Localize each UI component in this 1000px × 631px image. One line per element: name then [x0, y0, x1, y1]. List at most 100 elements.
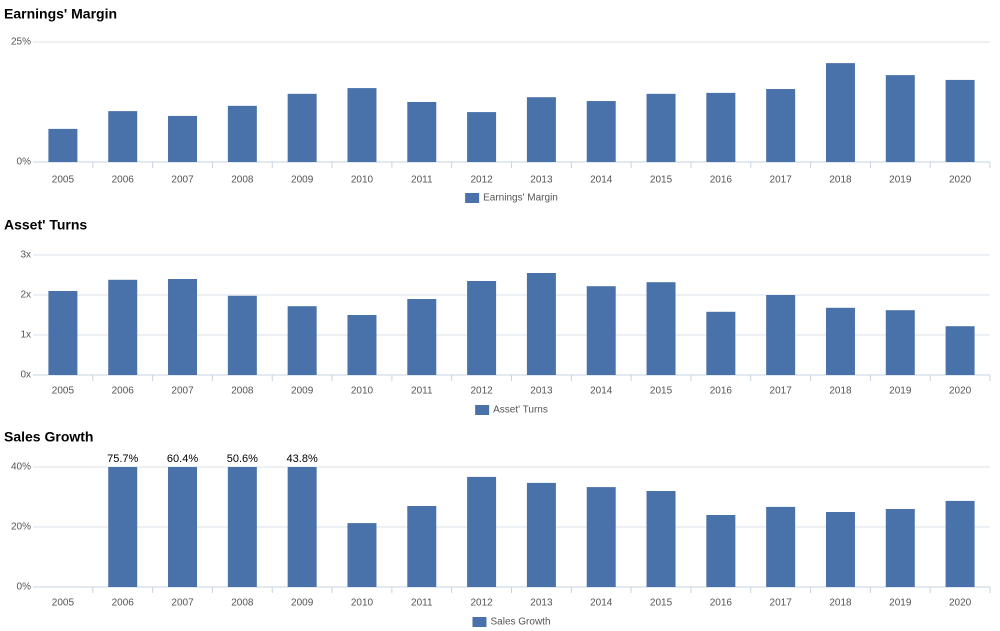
bar: [586, 101, 616, 162]
value-label: 50.6%: [227, 453, 258, 465]
bar: [467, 476, 497, 587]
y-tick-label: 0x: [20, 370, 31, 381]
value-label: 43.8%: [287, 453, 318, 465]
x-tick-label: 2014: [590, 386, 613, 397]
x-tick-label: 2012: [470, 598, 493, 609]
bar: [467, 281, 497, 375]
x-tick-label: 2005: [52, 175, 75, 186]
bar: [108, 111, 138, 162]
bar: [287, 467, 317, 587]
y-tick-label: 0%: [17, 582, 32, 593]
bar: [227, 105, 257, 162]
x-tick-label: 2008: [231, 175, 254, 186]
x-tick-label: 2019: [889, 386, 912, 397]
bar-group: [48, 63, 975, 162]
x-tick-label: 2011: [411, 598, 433, 609]
x-tick-label: 2020: [949, 175, 972, 186]
legend-label: Asset' Turns: [493, 405, 548, 416]
x-tick-label: 2007: [171, 598, 194, 609]
bar: [467, 112, 497, 162]
value-label: 60.4%: [167, 453, 198, 465]
bar: [407, 299, 437, 375]
bar: [526, 482, 556, 587]
chart-title: Sales Growth: [4, 429, 93, 445]
bar: [586, 286, 616, 375]
bar: [347, 88, 377, 162]
bar: [227, 467, 257, 587]
bar: [168, 279, 198, 375]
bar: [108, 467, 138, 587]
bar: [227, 295, 257, 375]
bar: [347, 315, 377, 375]
bar: [766, 89, 796, 162]
chart: Earnings' Margin 0% 25% 2005 2006 2007 2008 200…: [4, 6, 991, 204]
x-tick-label: 2016: [710, 386, 733, 397]
x-tick-label: 2007: [171, 386, 194, 397]
bar: [885, 509, 915, 587]
chart-title: Asset' Turns: [4, 217, 87, 233]
bar: [945, 500, 975, 587]
value-label: 75.7%: [107, 453, 138, 465]
bar: [945, 326, 975, 375]
x-tick-label: 2013: [530, 598, 553, 609]
y-tick-label: 20%: [11, 522, 31, 533]
legend-label: Sales Growth: [490, 617, 550, 628]
x-tick-label: 2017: [770, 175, 793, 186]
bar: [766, 295, 796, 375]
x-tick-label: 2018: [829, 386, 852, 397]
bar: [586, 487, 616, 587]
y-tick-label: 1x: [20, 330, 31, 341]
bar: [706, 92, 736, 162]
y-tick-label: 25%: [11, 37, 31, 48]
bar: [646, 93, 676, 162]
x-tick-label: 2019: [889, 598, 912, 609]
x-tick-label: 2006: [112, 598, 135, 609]
x-tick-label: 2012: [470, 386, 493, 397]
x-tick-label: 2005: [52, 598, 75, 609]
x-tick-label: 2013: [530, 386, 553, 397]
y-tick-label: 40%: [11, 462, 31, 473]
x-tick-label: 2007: [171, 175, 194, 186]
x-tick-label: 2006: [112, 386, 135, 397]
bar-group: [108, 467, 975, 587]
x-tick-label: 2019: [889, 175, 912, 186]
x-tick-label: 2015: [650, 598, 673, 609]
bar: [168, 467, 198, 587]
x-tick-label: 2006: [112, 175, 135, 186]
x-tick-label: 2009: [291, 175, 314, 186]
x-tick-label: 2009: [291, 598, 314, 609]
legend-item: Asset' Turns: [475, 405, 548, 416]
x-tick-label: 2014: [590, 598, 613, 609]
legend-swatch: [472, 617, 487, 627]
legend-swatch: [475, 405, 490, 415]
x-tick-label: 2018: [829, 175, 852, 186]
x-tick-label: 2005: [52, 386, 75, 397]
bar: [646, 282, 676, 375]
bar: [706, 311, 736, 375]
x-tick-label: 2018: [829, 598, 852, 609]
bar: [287, 306, 317, 375]
legend-swatch: [465, 193, 480, 203]
bar: [108, 279, 138, 375]
x-tick-label: 2011: [411, 386, 433, 397]
legend-label: Earnings' Margin: [483, 193, 558, 204]
x-tick-label: 2008: [231, 386, 254, 397]
bar: [825, 307, 855, 375]
bar: [825, 512, 855, 587]
x-tick-label: 2015: [650, 175, 673, 186]
x-tick-label: 2017: [770, 598, 793, 609]
x-tick-label: 2010: [351, 598, 374, 609]
y-tick-label: 3x: [20, 250, 31, 261]
bar: [48, 128, 78, 162]
bar: [706, 515, 736, 587]
x-tick-label: 2016: [710, 598, 733, 609]
bar: [287, 93, 317, 162]
bar: [48, 291, 78, 375]
bar: [407, 506, 437, 587]
x-tick-label: 2014: [590, 175, 613, 186]
bar: [168, 115, 198, 162]
x-tick-label: 2013: [530, 175, 553, 186]
bar: [526, 273, 556, 375]
legend-item: Sales Growth: [472, 617, 551, 628]
